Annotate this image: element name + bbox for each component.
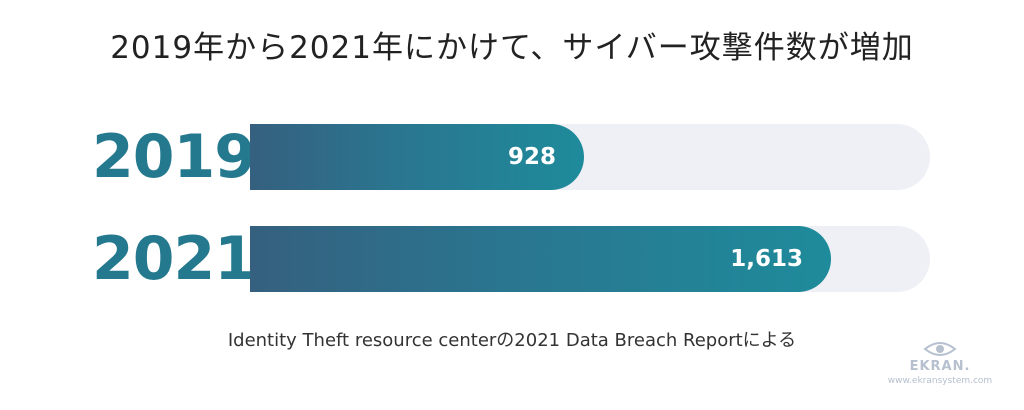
brand-logo: EKRAN. www.ekransystem.com bbox=[880, 340, 1000, 386]
source-note: Identity Theft resource centerの2021 Data… bbox=[227, 330, 797, 351]
bar bbox=[250, 226, 831, 292]
eye-icon bbox=[923, 342, 957, 356]
bar-track: 1,613 bbox=[250, 226, 930, 292]
category-label: 2019 bbox=[92, 122, 256, 192]
bar-track: 928 bbox=[250, 124, 930, 190]
brand-name: EKRAN. bbox=[909, 359, 971, 374]
bar bbox=[250, 124, 584, 190]
brand-url: www.ekransystem.com bbox=[887, 376, 993, 386]
bar-row-2019: 2019 928 bbox=[0, 124, 1024, 190]
bar-row-2021: 2021 1,613 bbox=[0, 226, 1024, 292]
chart-title: 2019年から2021年にかけて、サイバー攻撃件数が増加 bbox=[110, 30, 914, 66]
category-label: 2021 bbox=[92, 224, 256, 294]
data-label: 928 bbox=[507, 144, 556, 170]
data-label: 1,613 bbox=[730, 246, 803, 272]
